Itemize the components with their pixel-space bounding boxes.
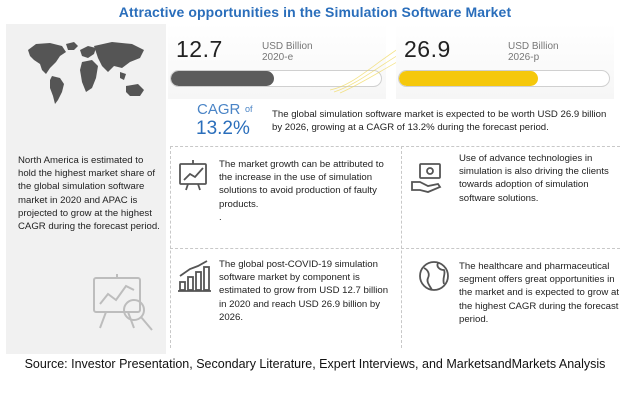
left-panel-text: North America is estimated to hold the h… [18,155,160,233]
stat-box-2026: 26.9 USD Billion 2026-p [396,24,614,99]
point-text: Use of advance technologies in simulatio… [459,153,609,204]
growth-chart-icon [179,160,207,191]
cagr-value: 13.2% [196,118,250,139]
cagr-description: The global simulation software market is… [272,109,607,134]
divider [170,146,171,348]
bar-growth-icon [178,260,211,292]
world-map-icon [28,42,144,104]
divider [170,248,620,249]
stat-unit: USD Billion 2020-e [262,41,313,63]
source-citation: Source: Investor Presentation, Secondary… [24,357,606,371]
stat-value: 12.7 [176,36,223,62]
analytics-board-icon [93,274,153,331]
stat-value: 26.9 [404,36,451,62]
progress-fill [171,71,274,86]
page-title: Attractive opportunities in the Simulati… [118,4,512,20]
money-hand-icon [411,163,442,193]
progress-fill [399,71,538,86]
cagr-of: of [245,104,253,114]
progress-bar [398,70,610,87]
divider [401,146,402,348]
globe-icon [419,261,449,291]
point-text: The healthcare and pharmaceutical segmen… [459,261,619,325]
left-panel: North America is estimated to hold the h… [6,24,166,354]
stat-unit: USD Billion 2026-p [508,41,559,63]
stat-box-2020: 12.7 USD Billion 2020-e [168,24,386,99]
point-text: The market growth can be attributed to t… [219,159,384,223]
divider [170,146,620,147]
progress-bar [170,70,382,87]
cagr-label: CAGR [197,101,241,118]
point-text: The global post-COVID-19 simulation soft… [219,259,389,323]
